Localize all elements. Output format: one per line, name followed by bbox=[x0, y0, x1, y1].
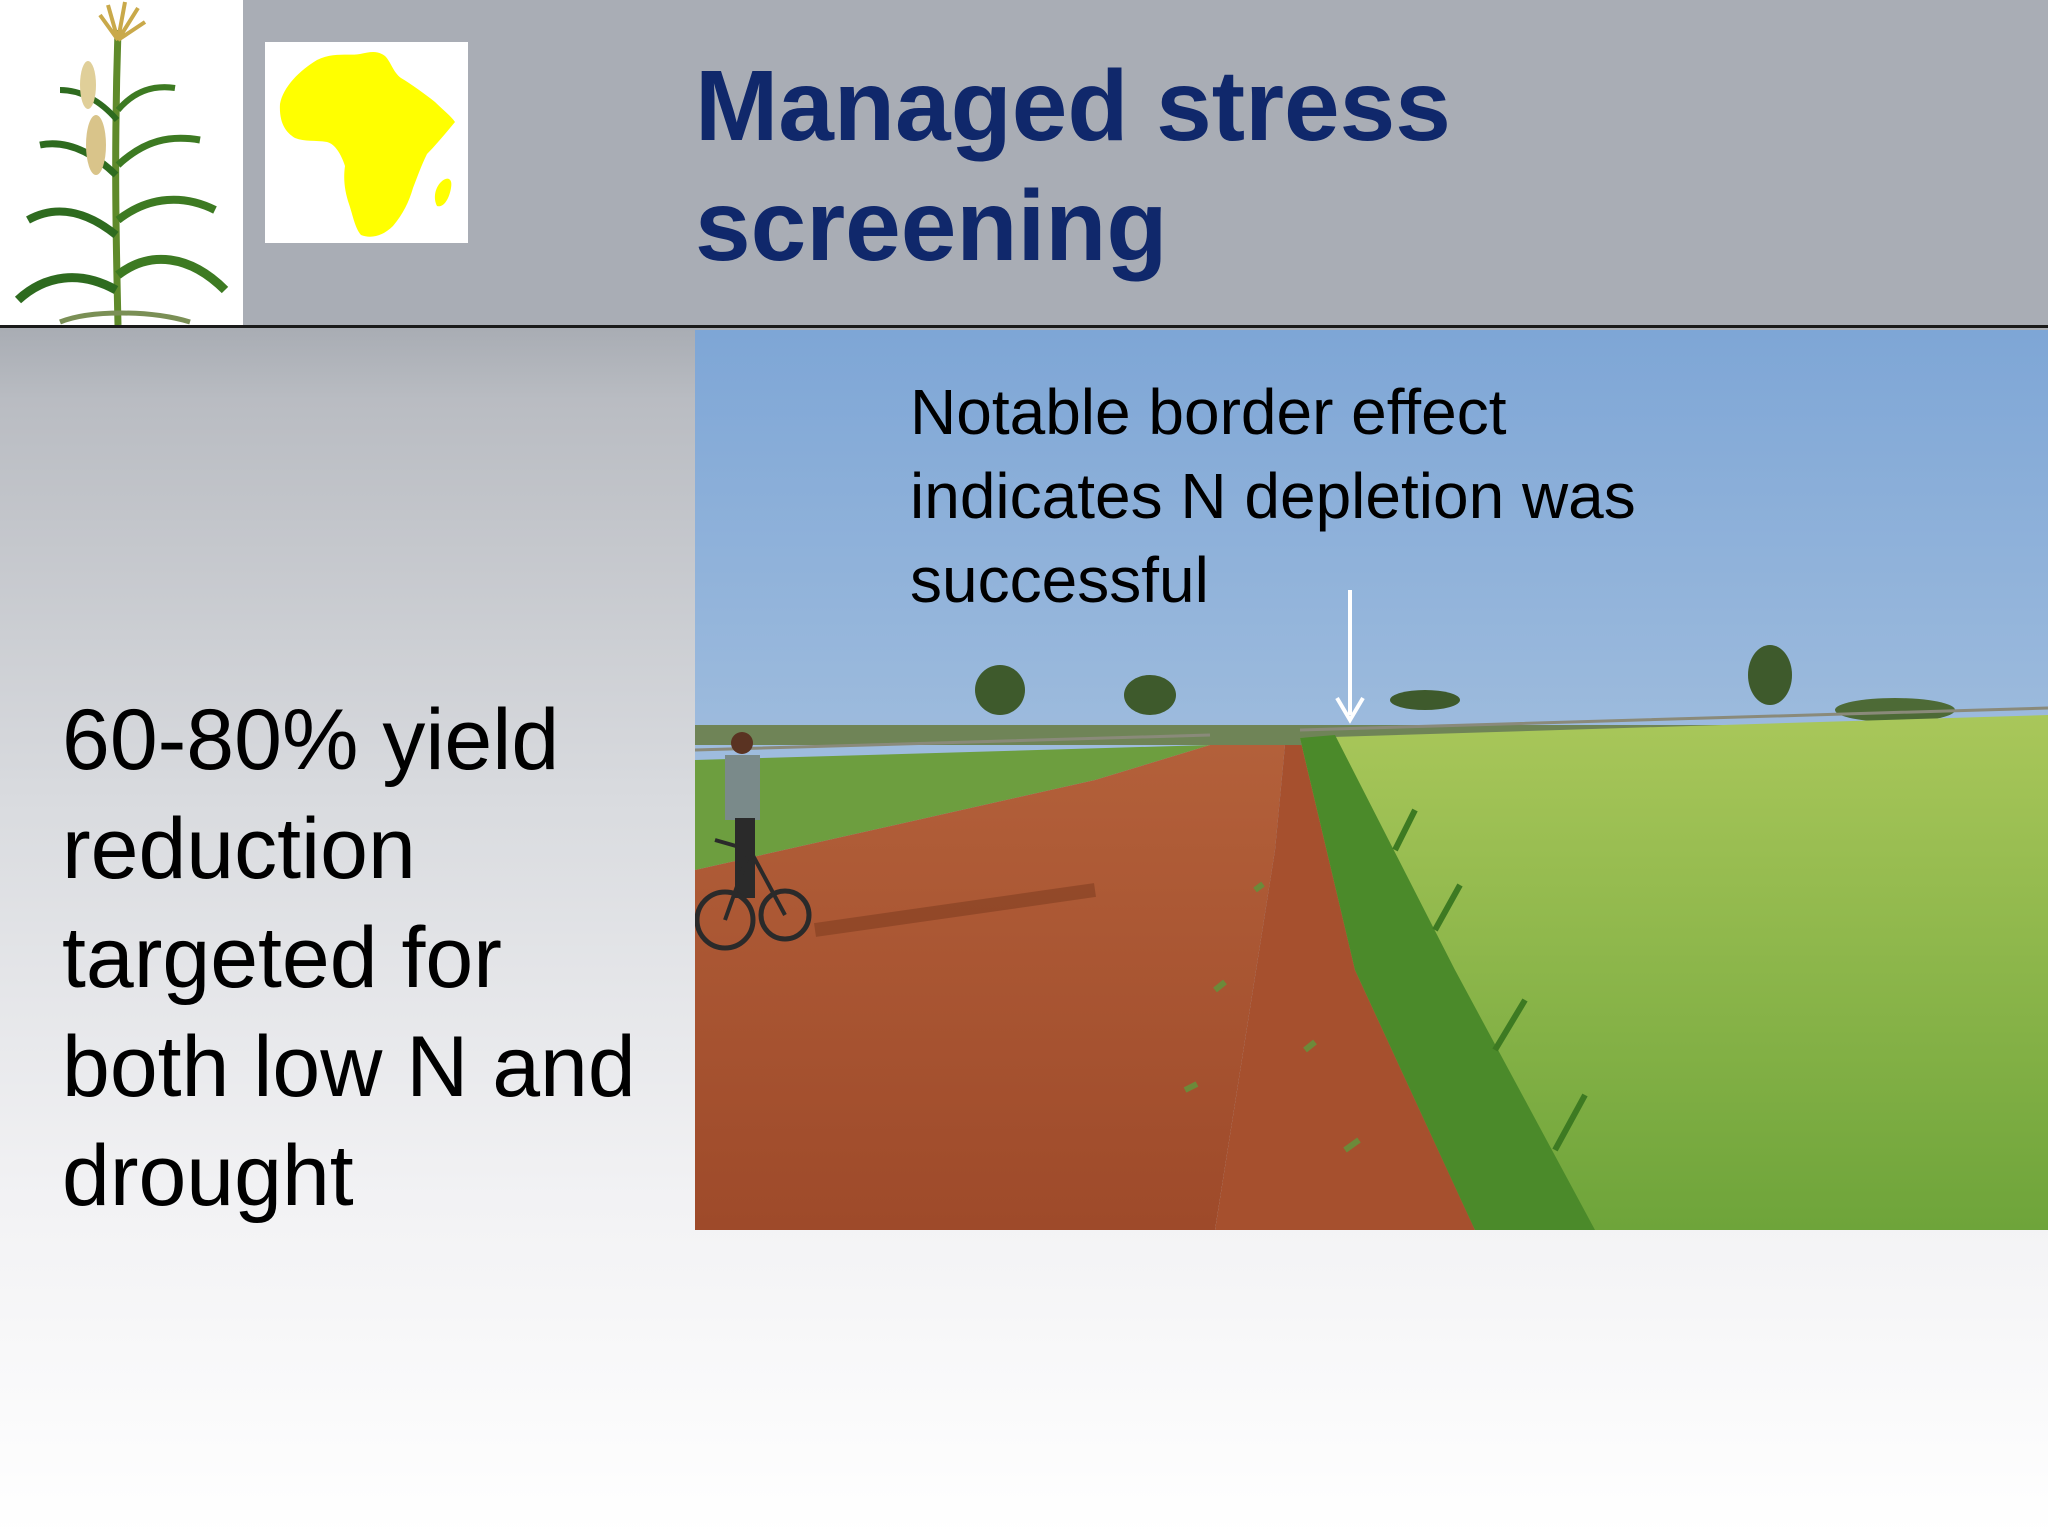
annotation-line-1: Notable border effect bbox=[910, 376, 1507, 448]
title-line-2: screening bbox=[695, 170, 1168, 282]
arrow-down-icon bbox=[1335, 590, 1365, 724]
body-line-4: both low N and bbox=[62, 1019, 636, 1115]
body-line-5: drought bbox=[62, 1128, 354, 1224]
africa-map-icon bbox=[265, 42, 468, 243]
body-line-3: targeted for bbox=[62, 910, 502, 1006]
annotation-line-2: indicates N depletion was bbox=[910, 460, 1636, 532]
photo-annotation: Notable border effect indicates N depleti… bbox=[910, 370, 1810, 622]
body-line-1: 60-80% yield bbox=[62, 692, 560, 788]
slide-title: Managed stress screening bbox=[695, 46, 1895, 286]
annotation-line-3: successful bbox=[910, 544, 1209, 616]
field-photo: Notable border effect indicates N depleti… bbox=[695, 330, 2048, 1230]
slide-header: Managed stress screening bbox=[0, 0, 2048, 328]
body-text: 60-80% yield reduction targeted for both lo… bbox=[62, 686, 702, 1231]
maize-plant-icon bbox=[0, 0, 243, 325]
title-line-1: Managed stress bbox=[695, 50, 1451, 162]
body-line-2: reduction bbox=[62, 801, 416, 897]
